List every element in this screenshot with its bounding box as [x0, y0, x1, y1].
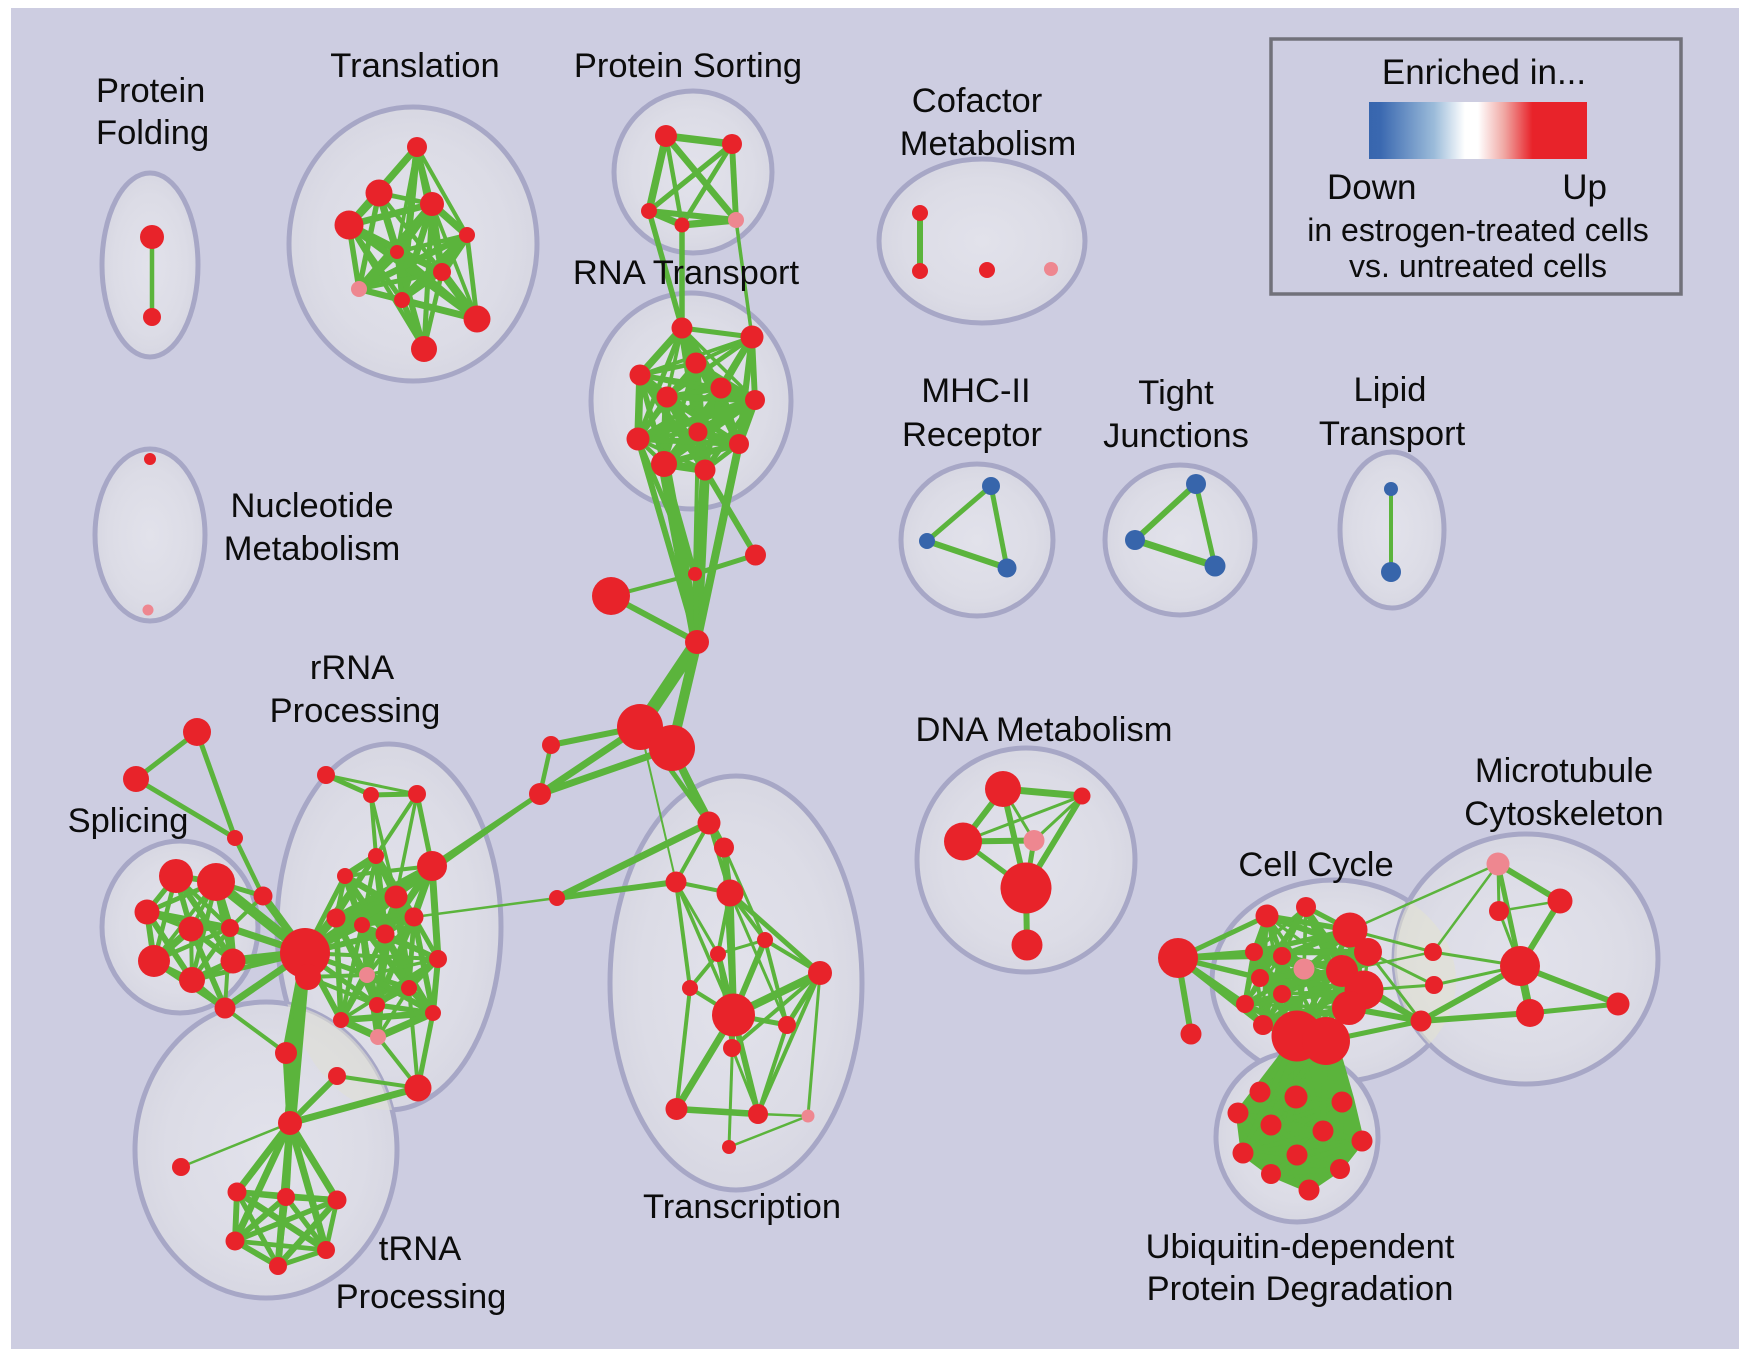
svg-text:Translation: Translation: [330, 47, 499, 85]
svg-text:Cofactor: Cofactor: [912, 82, 1042, 120]
svg-text:Lipid: Lipid: [1354, 371, 1427, 409]
svg-text:Splicing: Splicing: [68, 802, 189, 840]
svg-text:Junctions: Junctions: [1103, 417, 1249, 455]
svg-text:Up: Up: [1562, 168, 1607, 207]
svg-text:Processing: Processing: [336, 1278, 507, 1316]
svg-text:vs. untreated cells: vs. untreated cells: [1349, 248, 1607, 284]
svg-text:MHC-II: MHC-II: [921, 372, 1030, 410]
svg-text:Transport: Transport: [1319, 415, 1466, 453]
svg-text:Cell Cycle: Cell Cycle: [1238, 846, 1393, 884]
svg-text:Enriched in...: Enriched in...: [1382, 53, 1586, 92]
svg-text:Down: Down: [1327, 168, 1416, 207]
svg-text:rRNA: rRNA: [310, 649, 394, 687]
svg-text:Folding: Folding: [96, 114, 209, 152]
svg-text:DNA Metabolism: DNA Metabolism: [916, 711, 1173, 749]
svg-text:tRNA: tRNA: [379, 1230, 461, 1268]
svg-text:Cytoskeleton: Cytoskeleton: [1464, 795, 1663, 833]
svg-text:Transcription: Transcription: [643, 1188, 841, 1226]
svg-text:Microtubule: Microtubule: [1475, 752, 1653, 790]
svg-text:in estrogen-treated cells: in estrogen-treated cells: [1307, 212, 1649, 248]
svg-text:Metabolism: Metabolism: [224, 530, 400, 568]
svg-text:Receptor: Receptor: [902, 416, 1042, 454]
svg-text:Processing: Processing: [270, 692, 441, 730]
svg-text:Protein: Protein: [96, 72, 205, 110]
svg-text:RNA Transport: RNA Transport: [573, 254, 800, 292]
svg-text:Nucleotide: Nucleotide: [230, 487, 393, 525]
svg-text:Protein Degradation: Protein Degradation: [1147, 1270, 1454, 1308]
svg-text:Metabolism: Metabolism: [900, 125, 1076, 163]
svg-text:Ubiquitin-dependent: Ubiquitin-dependent: [1146, 1228, 1455, 1266]
svg-text:Protein Sorting: Protein Sorting: [574, 47, 802, 85]
svg-text:Tight: Tight: [1138, 374, 1214, 412]
